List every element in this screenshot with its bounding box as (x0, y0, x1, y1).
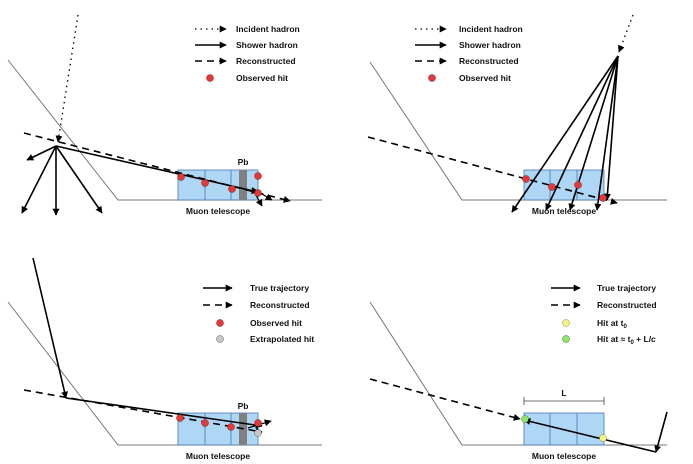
observed-hit (522, 175, 530, 183)
legend: True trajectory Reconstructed Observed h… (203, 283, 314, 344)
observed-hit (254, 189, 262, 197)
legend-true-trajectory: True trajectory (250, 283, 309, 293)
length-dimension (523, 397, 605, 405)
legend: True trajectory Reconstructed Hit at t0 … (551, 283, 657, 346)
muon-telescope (177, 412, 259, 446)
legend-observed-hit: Observed hit (250, 318, 302, 328)
legend: Incident hadron Shower hadron Reconstruc… (195, 24, 300, 83)
detector-label: Muon telescope (532, 451, 597, 461)
legend-shower-hadron: Shower hadron (459, 40, 521, 50)
observed-hit (227, 423, 235, 431)
legend-reconstructed: Reconstructed (250, 300, 310, 310)
shower-hadron-track (26, 145, 57, 161)
true-trajectory-track (654, 411, 668, 453)
observed-hit (177, 173, 185, 181)
observed-hit (254, 419, 262, 427)
legend-observed-hit: Observed hit (236, 73, 288, 83)
legend-incident-hadron: Incident hadron (236, 24, 300, 34)
observed-hit (574, 181, 582, 189)
shower-hadron-track (511, 55, 619, 213)
true-trajectory-track (523, 418, 657, 453)
legend-shower-hadron: Shower hadron (236, 40, 298, 50)
true-trajectory-track (32, 257, 68, 399)
panel-bottom-left: Pb Muon telescope True trajectory Recons… (7, 257, 322, 461)
legend-extrapolated-hit: Extrapolated hit (250, 334, 314, 344)
detector-label: Muon telescope (532, 206, 597, 216)
lead-absorber (239, 170, 247, 200)
shower-hadron-track (251, 187, 263, 207)
observed-hit (201, 179, 209, 187)
legend-reconstructed: Reconstructed (236, 56, 296, 66)
shower-hadron-track (55, 145, 103, 214)
observed-hit (254, 172, 262, 180)
hit-at-t0-plus-lc (521, 415, 529, 423)
shower-hadron-track (545, 55, 619, 211)
observed-hit (176, 414, 184, 422)
reconstructed-track (369, 378, 521, 421)
length-label: L (561, 388, 566, 398)
detector-label: Muon telescope (186, 206, 251, 216)
reconstructed-track (367, 136, 618, 205)
observed-hit (548, 183, 556, 191)
absorber-label: Pb (238, 401, 249, 411)
terrain-profile (369, 61, 667, 201)
legend-true-trajectory: True trajectory (597, 283, 656, 293)
panel-top-left: Pb Muon telescope Incident hadron Shower… (7, 14, 322, 216)
legend-hit-at-t0-plus-lc: Hit at ≈ t0 + L/c (597, 334, 656, 346)
incident-hadron-track (617, 14, 634, 53)
detector-label: Muon telescope (186, 451, 251, 461)
legend: Incident hadron Shower hadron Reconstruc… (415, 24, 523, 83)
absorber-label: Pb (238, 157, 249, 167)
hit-at-t0 (599, 434, 607, 442)
incident-hadron-track (55, 14, 79, 143)
observed-hit (599, 194, 607, 202)
legend-reconstructed: Reconstructed (459, 56, 519, 66)
legend-hit-at-t0: Hit at t0 (597, 318, 627, 330)
reconstructed-track (23, 132, 291, 203)
shower-hadron-track (603, 55, 619, 201)
observed-hit (201, 419, 209, 427)
observed-hit (228, 185, 236, 193)
legend-incident-hadron: Incident hadron (459, 24, 523, 34)
panel-top-right: Muon telescope Incident hadron Shower ha… (367, 14, 667, 216)
shower-hadron-track (21, 145, 57, 214)
legend-observed-hit: Observed hit (459, 73, 511, 83)
legend-reconstructed: Reconstructed (597, 300, 657, 310)
muon-telescope (177, 169, 259, 201)
shower-hadron-track (594, 55, 619, 211)
panel-bottom-right: Muon telescope L True trajectory Reconst… (369, 283, 668, 461)
reconstructed-track (23, 389, 263, 435)
muon-telescope (523, 169, 605, 201)
extrapolated-hit (254, 429, 262, 437)
